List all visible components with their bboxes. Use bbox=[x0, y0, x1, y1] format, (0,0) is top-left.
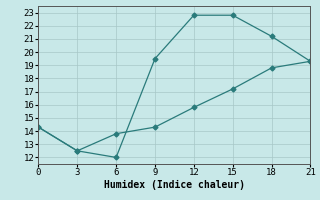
X-axis label: Humidex (Indice chaleur): Humidex (Indice chaleur) bbox=[104, 180, 245, 190]
